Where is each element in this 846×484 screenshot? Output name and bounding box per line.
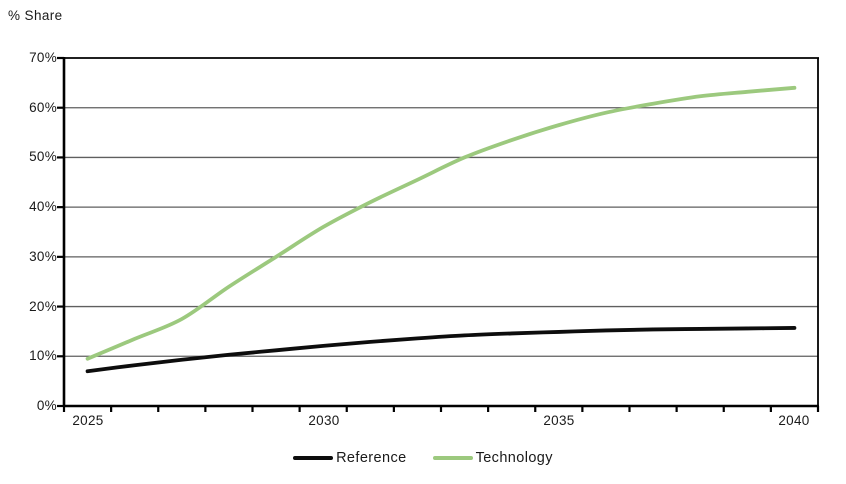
y-axis-title: % Share — [8, 8, 63, 23]
reference-line-swatch-icon — [293, 456, 334, 460]
legend-label: Reference — [336, 450, 407, 466]
y-tick-label: 30% — [29, 249, 57, 264]
y-tick-label: 70% — [29, 50, 57, 65]
y-tick-label: 0% — [36, 398, 57, 413]
legend-item-reference: Reference — [293, 450, 407, 466]
x-tick-label: 2035 — [543, 413, 575, 428]
x-tick-label: 2040 — [778, 413, 810, 428]
x-tick-label: 2030 — [308, 413, 340, 428]
technology-line-swatch-icon — [432, 456, 473, 460]
legend-item-technology: Technology — [432, 450, 553, 466]
legend: Reference Technology — [0, 450, 846, 466]
y-tick-label: 50% — [29, 149, 57, 164]
y-tick-label: 20% — [29, 299, 57, 314]
legend-label: Technology — [475, 450, 553, 466]
x-tick-label: 2025 — [72, 413, 104, 428]
y-tick-label: 60% — [29, 100, 57, 115]
y-tick-label: 40% — [29, 199, 57, 214]
y-tick-label: 10% — [29, 348, 57, 363]
